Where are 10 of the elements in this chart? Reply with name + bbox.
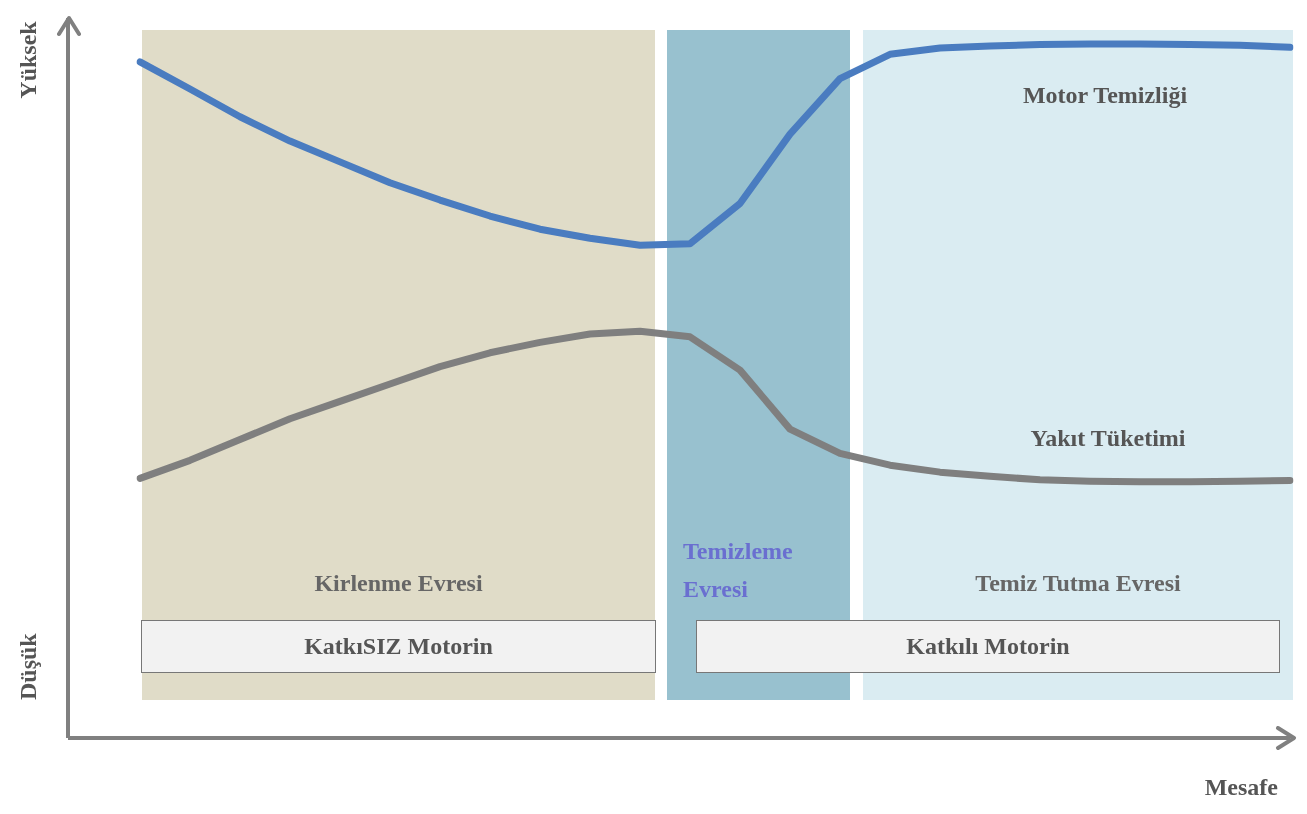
annotation: Kirlenme Evresi: [314, 570, 483, 597]
text: Yüksek: [15, 20, 42, 99]
annotation: Temiz Tutma Evresi: [975, 570, 1182, 597]
x-axis-title: Mesafe: [1204, 774, 1279, 801]
series-label: Motor Temizliği: [1022, 82, 1188, 109]
label-box: Katkılı Motorin: [696, 620, 1280, 673]
annotation: Temizleme Evresi: [683, 538, 794, 603]
text: Düşük: [15, 632, 42, 700]
label-box: KatkıSIZ Motorin: [141, 620, 656, 673]
series-label: Yakıt Tüketimi: [1030, 425, 1186, 452]
